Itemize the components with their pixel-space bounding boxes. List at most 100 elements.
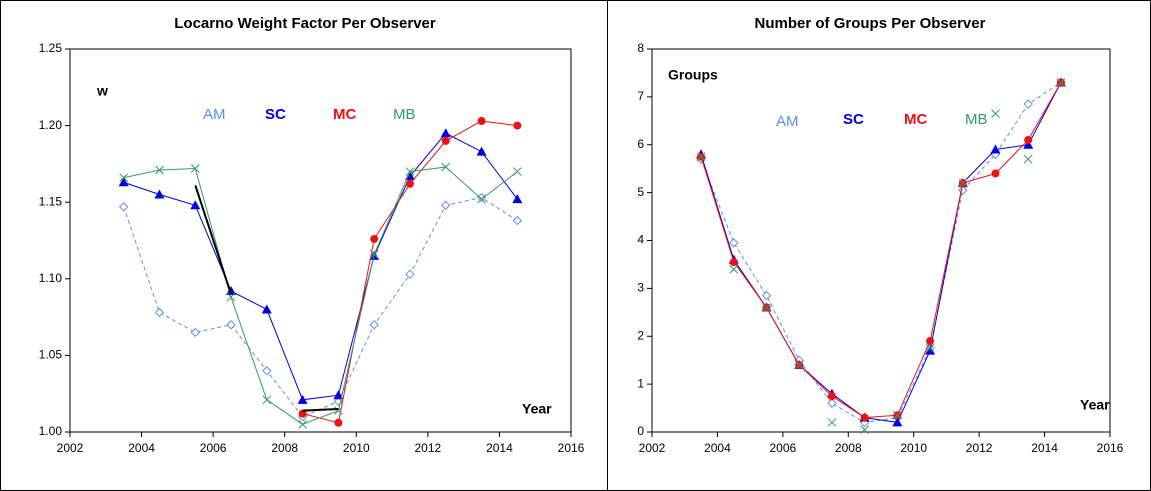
- marker: [512, 167, 522, 176]
- marker: [512, 194, 523, 204]
- marker: [262, 366, 272, 376]
- y-tick-label: 2: [637, 328, 644, 342]
- x-tick-label: 2016: [558, 441, 585, 455]
- y-tick-label: 1.10: [39, 271, 63, 285]
- chart-title: Locarno Weight Factor Per Observer: [174, 15, 436, 32]
- y-tick-label: 1.25: [39, 41, 63, 55]
- marker: [334, 418, 343, 427]
- y-tick-label: 0: [637, 424, 644, 438]
- marker: [298, 419, 307, 429]
- legend-label: MC: [333, 106, 356, 123]
- marker: [440, 128, 451, 138]
- x-axis-label: Year: [1080, 397, 1110, 413]
- marker: [226, 320, 236, 330]
- marker: [512, 215, 523, 226]
- marker: [154, 189, 165, 199]
- marker: [369, 249, 379, 259]
- legend-label: SC: [265, 106, 286, 123]
- marker: [155, 165, 164, 175]
- y-axis-label: Groups: [668, 67, 718, 83]
- marker: [991, 169, 1000, 178]
- x-tick-label: 2010: [900, 441, 927, 455]
- marker: [762, 303, 771, 312]
- legend-label: SC: [843, 111, 864, 128]
- legend-label: MB: [393, 106, 416, 123]
- y-tick-label: 1.05: [39, 348, 63, 362]
- marker: [958, 178, 968, 188]
- marker: [334, 406, 343, 415]
- marker: [1023, 139, 1034, 149]
- x-tick-label: 2012: [415, 441, 442, 455]
- marker: [441, 162, 451, 172]
- marker: [761, 290, 772, 301]
- series-line: [123, 132, 518, 401]
- y-tick-label: 7: [637, 89, 644, 103]
- marker: [190, 327, 200, 338]
- marker: [298, 409, 307, 418]
- marker: [729, 238, 739, 248]
- y-tick-label: 1: [637, 376, 644, 390]
- marker: [226, 286, 237, 296]
- y-tick-label: 8: [637, 41, 644, 55]
- marker: [1023, 99, 1033, 109]
- legend-label: AM: [203, 106, 226, 123]
- marker: [860, 413, 869, 422]
- y-tick-label: 6: [637, 137, 644, 151]
- marker: [226, 292, 236, 302]
- x-tick-label: 2016: [1097, 441, 1124, 455]
- marker: [1024, 135, 1033, 144]
- y-tick-label: 1.20: [39, 118, 63, 132]
- plot-area: [69, 48, 572, 433]
- marker: [925, 343, 935, 353]
- x-axis-label: Year: [522, 401, 552, 417]
- marker: [926, 337, 935, 346]
- x-tick-label: 2006: [770, 441, 797, 455]
- chart-title: Number of Groups Per Observer: [755, 15, 986, 32]
- marker: [262, 395, 272, 405]
- marker: [729, 258, 738, 267]
- marker: [476, 146, 487, 156]
- marker: [827, 418, 837, 427]
- marker: [990, 144, 1001, 154]
- marker: [405, 179, 414, 188]
- marker: [297, 394, 308, 404]
- marker: [729, 264, 739, 274]
- marker: [991, 109, 1000, 118]
- marker: [441, 136, 450, 145]
- x-tick-label: 2010: [343, 441, 370, 455]
- marker: [190, 200, 201, 210]
- marker: [118, 177, 129, 187]
- marker: [925, 345, 936, 355]
- legend-label: AM: [776, 113, 799, 130]
- marker: [405, 167, 415, 176]
- marker: [696, 152, 706, 162]
- y-tick-label: 3: [637, 281, 644, 295]
- x-tick-label: 2008: [835, 441, 862, 455]
- y-tick-label: 1.15: [39, 194, 63, 208]
- marker: [370, 234, 379, 243]
- legend-label: MC: [904, 111, 927, 128]
- marker: [827, 398, 837, 408]
- x-tick-label: 2008: [271, 441, 298, 455]
- y-axis-label: w: [96, 83, 108, 99]
- marker: [477, 194, 486, 204]
- y-tick-label: 5: [637, 185, 644, 199]
- legend-label: MB: [965, 111, 988, 128]
- x-tick-label: 2014: [1031, 441, 1058, 455]
- marker: [794, 360, 804, 370]
- marker: [405, 269, 415, 279]
- marker: [118, 202, 129, 212]
- series-line: [123, 197, 518, 418]
- x-tick-label: 2002: [639, 441, 666, 455]
- marker: [893, 410, 902, 420]
- marker: [1023, 154, 1033, 164]
- marker: [154, 307, 165, 318]
- marker: [513, 121, 522, 130]
- marker: [190, 164, 200, 173]
- series-line: [123, 166, 518, 425]
- marker: [369, 320, 379, 330]
- x-tick-label: 2014: [486, 441, 513, 455]
- marker: [441, 200, 451, 210]
- y-tick-label: 1.00: [39, 424, 63, 438]
